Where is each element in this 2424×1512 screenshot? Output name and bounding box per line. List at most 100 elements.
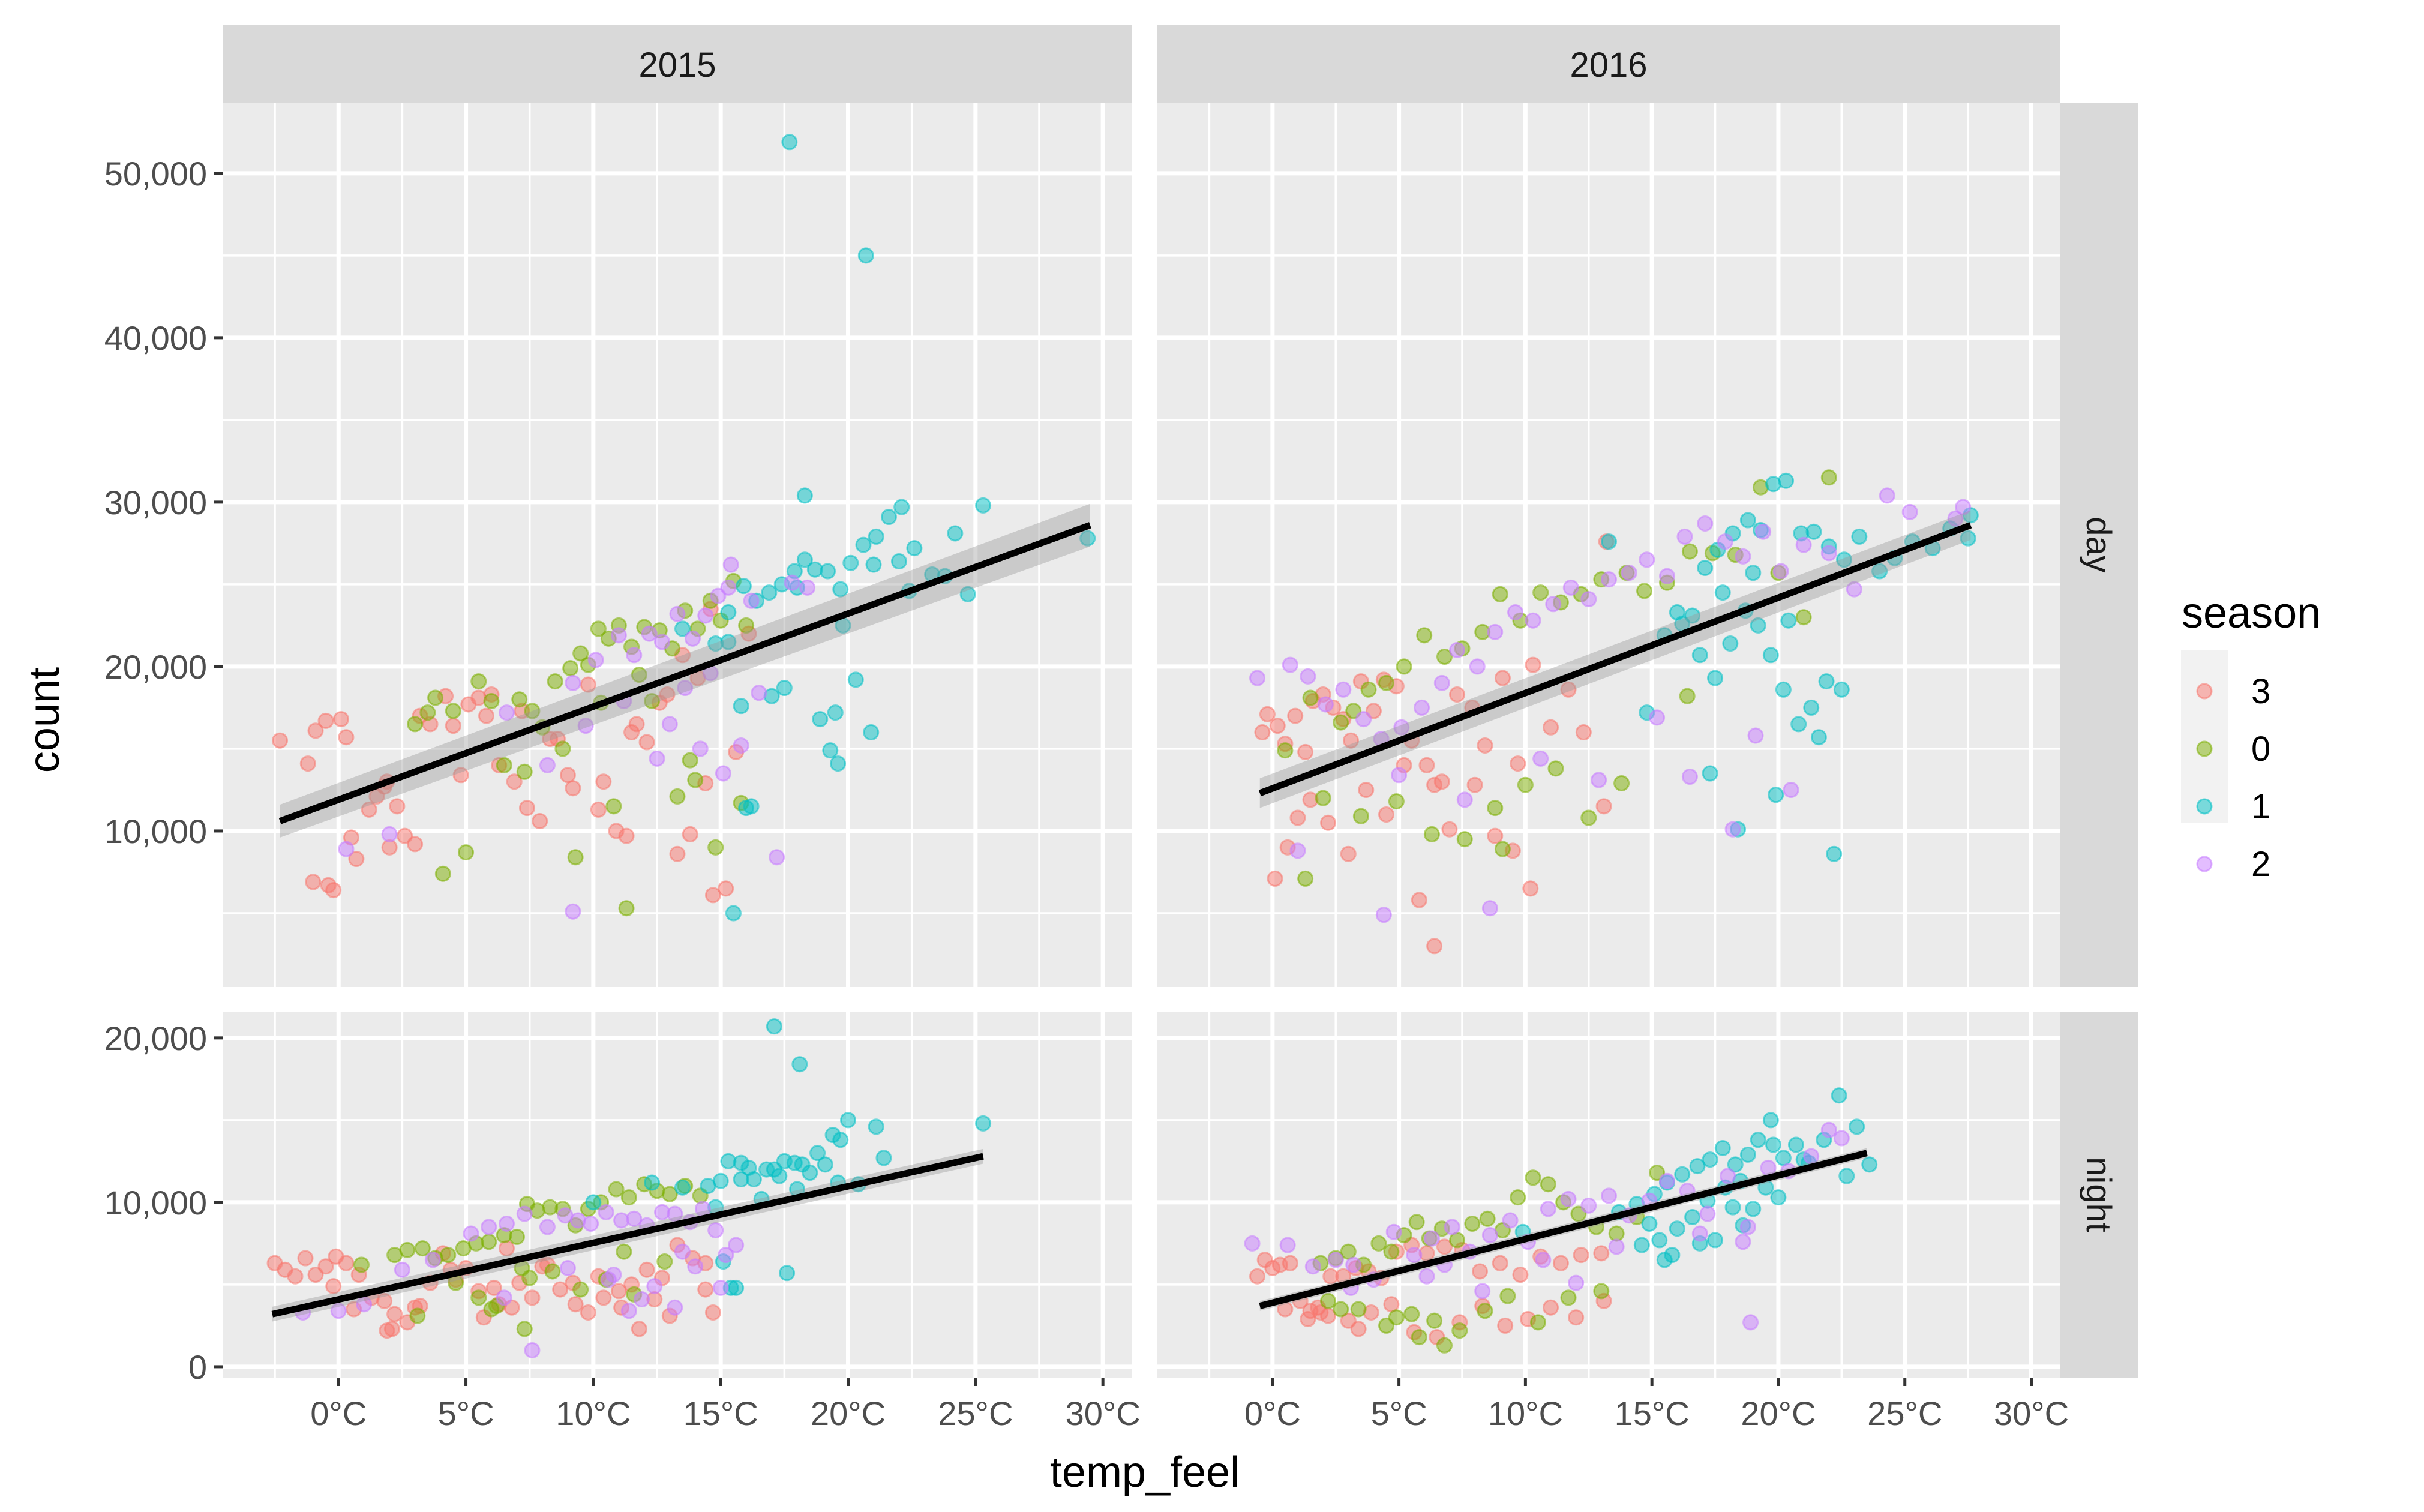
y-tick-label: 20,000 [104,1019,207,1057]
point-season-2 [1300,668,1316,685]
point-season-2 [424,1252,441,1268]
point-season-3 [704,1304,721,1321]
point-season-2 [722,556,739,573]
point-season-0 [1411,1329,1427,1346]
point-season-3 [1340,845,1357,862]
point-season-0 [1449,1232,1466,1249]
point-season-0 [669,788,686,805]
point-season-2 [498,1216,515,1232]
point-season-2 [1481,900,1498,917]
point-season-2 [654,634,671,650]
point-season-3 [1378,806,1395,823]
point-season-1 [840,1112,857,1129]
point-season-2 [1545,596,1562,613]
point-season-1 [766,1018,782,1035]
point-season-2 [1639,551,1655,568]
x-tick-label: 25°C [938,1394,1013,1432]
point-season-1 [791,1056,808,1073]
point-season-2 [677,680,694,697]
point-season-1 [1750,1132,1766,1148]
point-season-0 [1547,760,1564,777]
x-tick-label: 25°C [1867,1394,1942,1432]
point-season-2 [1601,1187,1617,1204]
point-season-3 [1282,1255,1298,1271]
strip-col-2015: 2015 [223,25,1132,103]
point-season-0 [470,673,487,690]
point-season-2 [577,718,594,734]
point-season-2 [1414,699,1430,716]
point-season-2 [1720,1168,1736,1184]
point-season-0 [399,1241,416,1258]
point-season-1 [975,1115,992,1132]
point-season-1 [1833,681,1850,698]
point-season-2 [516,1205,533,1222]
point-season-2 [634,1291,650,1308]
point-season-3 [682,826,698,842]
point-season-3 [1595,798,1612,815]
point-season-3 [595,1289,612,1306]
point-season-0 [1340,1243,1357,1260]
point-season-0 [1320,1292,1337,1309]
point-season-1 [1722,635,1739,652]
point-season-1 [796,487,813,504]
point-season-0 [707,839,724,856]
point-season-0 [1333,1301,1349,1318]
point-season-2 [1676,528,1693,545]
point-season-0 [1608,1225,1625,1242]
point-season-1 [890,553,907,570]
point-season-1 [1697,560,1714,577]
point-season-3 [590,801,607,818]
point-season-3 [1497,1317,1514,1334]
point-season-0 [1403,1306,1420,1322]
point-season-2 [565,903,581,920]
point-season-0 [1532,584,1549,601]
point-season-2 [539,757,556,773]
point-season-1 [761,584,778,601]
point-season-1 [1810,729,1827,746]
point-season-1 [802,1165,818,1181]
y-tick-label: 10,000 [104,1184,207,1222]
point-season-1 [868,528,884,545]
point-season-0 [631,667,647,683]
x-tick-label: 20°C [1741,1394,1816,1432]
legend-key-background [2181,650,2228,823]
point-season-3 [506,773,523,790]
point-season-3 [1543,1299,1559,1316]
point-season-3 [1441,821,1458,838]
point-season-0 [445,703,461,719]
point-season-2 [1735,1234,1751,1250]
point-season-3 [1573,1247,1589,1264]
point-season-1 [1750,617,1766,634]
point-season-3 [361,801,377,818]
point-season-2 [667,1299,683,1316]
point-season-1 [1601,533,1617,550]
point-season-3 [1343,732,1359,749]
point-season-1 [947,525,964,542]
point-season-1 [674,620,691,637]
point-season-3 [567,1296,584,1313]
point-season-1 [1790,716,1807,733]
point-season-1 [1770,1189,1787,1206]
point-season-3 [669,845,686,862]
point-season-2 [707,1222,724,1238]
point-season-3 [580,676,596,693]
points-layer [266,1018,992,1359]
point-season-1 [1765,1136,1782,1153]
point-season-3 [325,882,342,899]
point-season-3 [518,800,535,817]
point-season-1 [1818,673,1835,690]
legend-title: season [2182,589,2321,637]
point-season-2 [524,1342,541,1359]
point-season-3 [1512,1266,1529,1283]
point-season-2 [718,1247,734,1264]
point-season-2 [1535,1252,1552,1268]
point-season-1 [674,1179,691,1196]
point-season-1 [1656,1252,1673,1268]
point-season-2 [1580,1197,1597,1214]
point-season-2 [1433,674,1450,691]
point-season-2 [1540,1201,1556,1217]
point-season-1 [1803,699,1820,716]
point-season-0 [1388,1309,1405,1326]
point-season-0 [1517,776,1534,793]
y-tick-label: 0 [188,1348,207,1386]
